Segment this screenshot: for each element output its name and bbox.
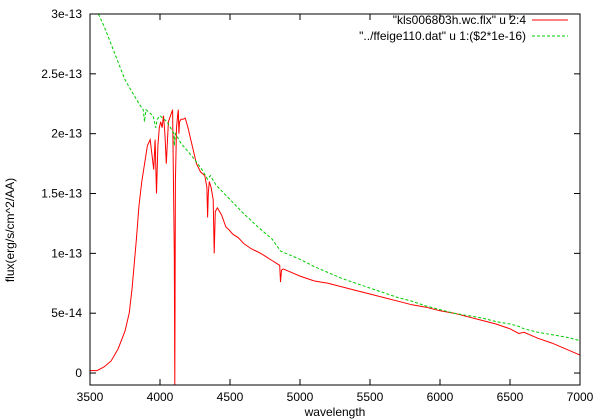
y-tick-label: 2.5e-13 (41, 67, 82, 81)
series-line-2 (97, 13, 581, 342)
x-tick-label: 3500 (77, 390, 104, 404)
ticks-layer: 3500 4000 4500 5000 5500 6000 6500 7000 0 5e-14 1e… (41, 7, 593, 404)
series-layer (90, 13, 581, 386)
x-tick-label: 4000 (147, 390, 174, 404)
y-tick-label: 5e-14 (51, 306, 82, 320)
y-tick-label: 2e-13 (51, 127, 82, 141)
x-tick-label: 6000 (427, 390, 454, 404)
x-tick-label: 5000 (287, 390, 314, 404)
y-axis-label: flux(erg/s/cm^2/AA) (3, 178, 17, 282)
legend: "kls006803h.wc.flx" u 2:4 "../ffeige110.… (359, 13, 568, 43)
y-tick-label: 1.5e-13 (41, 187, 82, 201)
legend-label-series-2: "../ffeige110.dat" u 1:($2*1e-16) (359, 29, 526, 43)
legend-label-series-1: "kls006803h.wc.flx" u 2:4 (393, 13, 527, 27)
x-tick-label: 4500 (217, 390, 244, 404)
plot-frame (89, 13, 581, 386)
y-tick-label: 1e-13 (51, 246, 82, 260)
x-tick-label: 5500 (357, 390, 384, 404)
series-line-1 (90, 109, 581, 386)
x-axis-label: wavelength (304, 405, 366, 419)
y-tick-label: 0 (75, 366, 82, 380)
y-tick-label: 3e-13 (51, 7, 82, 21)
x-tick-label: 6500 (497, 390, 524, 404)
x-tick-label: 7000 (567, 390, 594, 404)
